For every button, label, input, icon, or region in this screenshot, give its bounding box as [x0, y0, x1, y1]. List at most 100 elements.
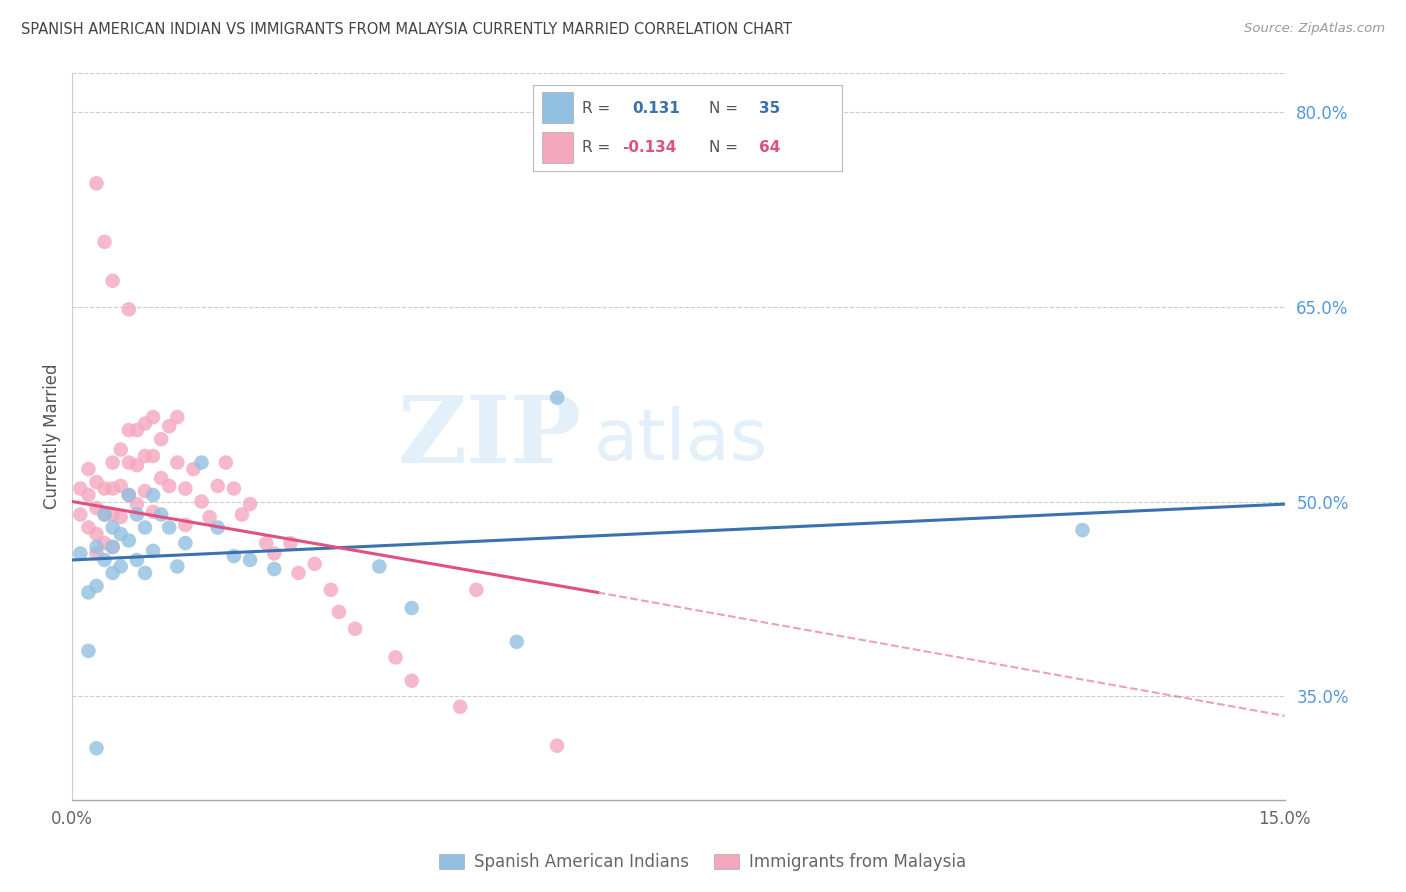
Point [86, 501, 108, 516]
Point [110, 442, 132, 457]
Point [77, 585, 100, 599]
Point [449, 699, 471, 714]
Y-axis label: Currently Married: Currently Married [44, 364, 60, 509]
Point [125, 497, 148, 511]
Point [150, 471, 173, 485]
Point [110, 510, 132, 524]
Point [166, 456, 188, 470]
Point [134, 484, 156, 499]
Point [239, 497, 262, 511]
Point [207, 479, 229, 493]
Point [287, 566, 309, 580]
Point [150, 508, 173, 522]
Point [328, 605, 350, 619]
Point [110, 559, 132, 574]
Point [93, 508, 115, 522]
Point [142, 544, 165, 558]
Point [118, 302, 141, 317]
Point [465, 582, 488, 597]
Text: Source: ZipAtlas.com: Source: ZipAtlas.com [1244, 22, 1385, 36]
Point [157, 520, 180, 534]
Point [183, 462, 205, 476]
Point [134, 417, 156, 431]
Point [93, 482, 115, 496]
Point [69, 546, 91, 560]
Point [118, 423, 141, 437]
Point [86, 177, 108, 191]
Point [110, 527, 132, 541]
Point [101, 508, 124, 522]
Point [101, 566, 124, 580]
Point [77, 520, 100, 534]
Point [101, 274, 124, 288]
Point [166, 410, 188, 425]
Point [142, 410, 165, 425]
Point [86, 475, 108, 489]
Point [134, 449, 156, 463]
Point [125, 553, 148, 567]
Point [69, 508, 91, 522]
Point [319, 582, 342, 597]
Point [190, 456, 212, 470]
Point [86, 527, 108, 541]
Point [93, 553, 115, 567]
Point [207, 520, 229, 534]
Point [142, 488, 165, 502]
Point [118, 488, 141, 502]
Point [150, 432, 173, 446]
Point [69, 482, 91, 496]
Point [110, 479, 132, 493]
Point [174, 536, 197, 550]
Point [190, 494, 212, 508]
Point [1071, 523, 1094, 537]
Text: SPANISH AMERICAN INDIAN VS IMMIGRANTS FROM MALAYSIA CURRENTLY MARRIED CORRELATIO: SPANISH AMERICAN INDIAN VS IMMIGRANTS FR… [21, 22, 792, 37]
Point [546, 391, 568, 405]
Point [384, 650, 406, 665]
Point [368, 559, 391, 574]
Point [239, 553, 262, 567]
Point [93, 536, 115, 550]
Text: atlas: atlas [593, 406, 768, 475]
Point [174, 482, 197, 496]
Text: ZIP: ZIP [396, 392, 582, 482]
Point [280, 536, 302, 550]
Point [263, 562, 285, 576]
Point [86, 546, 108, 560]
Point [93, 235, 115, 249]
Point [304, 557, 326, 571]
Point [263, 546, 285, 560]
Point [125, 423, 148, 437]
Point [93, 508, 115, 522]
Point [254, 536, 277, 550]
Point [344, 622, 367, 636]
Point [157, 479, 180, 493]
Point [118, 456, 141, 470]
Point [77, 488, 100, 502]
Point [101, 520, 124, 534]
Point [174, 517, 197, 532]
Point [118, 533, 141, 548]
Point [86, 741, 108, 756]
Point [215, 456, 238, 470]
Point [157, 419, 180, 434]
Point [401, 673, 423, 688]
Point [101, 540, 124, 554]
Point [101, 456, 124, 470]
Point [86, 579, 108, 593]
Point [222, 549, 245, 563]
Point [101, 482, 124, 496]
Point [166, 559, 188, 574]
Point [125, 508, 148, 522]
Point [125, 458, 148, 472]
Point [134, 520, 156, 534]
Point [142, 505, 165, 519]
Point [506, 634, 529, 648]
Point [101, 540, 124, 554]
Point [231, 508, 253, 522]
Point [198, 510, 221, 524]
Point [142, 449, 165, 463]
Point [77, 462, 100, 476]
Legend: Spanish American Indians, Immigrants from Malaysia: Spanish American Indians, Immigrants fro… [432, 845, 974, 880]
Point [222, 482, 245, 496]
Point [401, 601, 423, 615]
